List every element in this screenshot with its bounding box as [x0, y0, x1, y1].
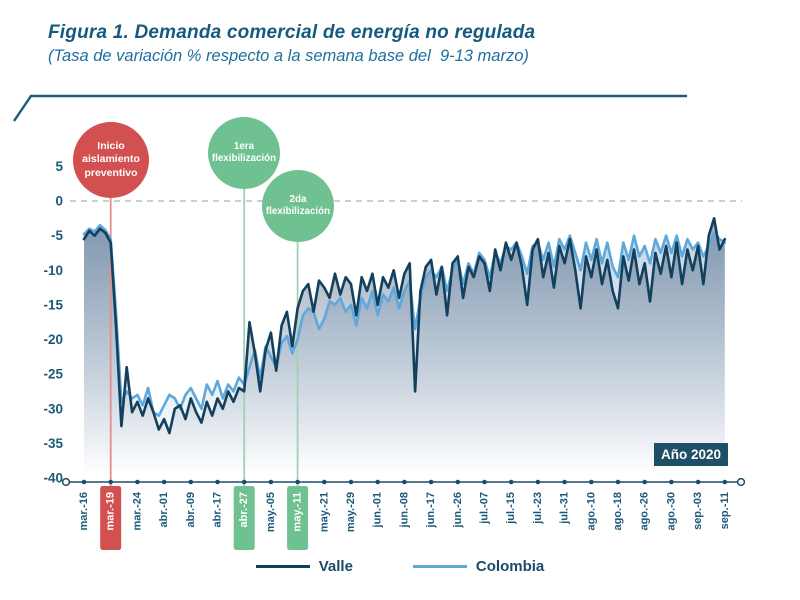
x-tick-highlight-green — [233, 486, 255, 550]
x-tick-label: abr.-09 — [185, 492, 197, 527]
x-tick-label: jul.-07 — [479, 492, 491, 525]
x-tick-dot — [722, 479, 728, 485]
y-tick-label: 0 — [55, 194, 63, 209]
x-tick-dot — [402, 479, 407, 485]
y-tick-label: -40 — [43, 471, 63, 486]
x-tick-label: mar.-19 — [105, 492, 117, 531]
title-block: Figura 1. Demanda comercial de energía n… — [48, 22, 535, 66]
x-tick-label: jun.-17 — [425, 492, 437, 528]
x-tick-dot — [241, 479, 247, 485]
x-tick-dot — [428, 479, 434, 485]
y-tick-label: -30 — [43, 401, 63, 416]
x-tick-label: abr.-27 — [238, 492, 250, 527]
x-tick-label: jul.-23 — [532, 492, 544, 525]
x-tick-label: sep.-03 — [692, 492, 704, 530]
figure-title: Figura 1. Demanda comercial de energía n… — [48, 22, 536, 43]
x-tick-dot — [161, 479, 167, 485]
x-tick-label: sep.-11 — [719, 492, 731, 529]
x-tick-label: ago.-10 — [585, 492, 597, 531]
x-tick-label: ago.-30 — [665, 492, 677, 531]
x-tick-dot — [215, 479, 220, 485]
x-tick-dot — [188, 479, 194, 485]
x-tick-dot — [375, 479, 381, 485]
x-tick-dot — [135, 479, 140, 485]
y-tick-label: -15 — [43, 297, 63, 312]
x-tick-dot — [589, 479, 594, 485]
x-tick-dot — [508, 479, 514, 485]
x-axis-left-end-circle — [61, 477, 71, 487]
year-badge: Año 2020 — [654, 443, 728, 466]
x-tick-label: may.-11 — [292, 492, 304, 532]
legend-label-valle: Valle — [318, 558, 353, 575]
x-tick-dot — [642, 479, 647, 485]
y-tick-label: -20 — [43, 332, 63, 347]
x-tick-label: jul.-15 — [505, 492, 517, 525]
x-tick-label: may.-29 — [345, 492, 357, 532]
y-tick-label: -25 — [43, 367, 63, 382]
decorative-corner-line — [13, 94, 687, 122]
colombia-line-swatch — [412, 565, 467, 568]
x-tick-dot — [268, 479, 274, 485]
x-tick-dot — [482, 479, 487, 485]
annotation-bubble-lockdown: Inicio aislamiento preventivo — [73, 122, 149, 198]
x-tick-label: mar.-16 — [78, 492, 90, 531]
y-tick-label: -10 — [43, 263, 63, 278]
legend-item-valle: Valle — [255, 558, 353, 575]
x-tick-dot — [348, 479, 354, 485]
x-tick-label: jul.-31 — [559, 492, 571, 525]
x-tick-dot — [455, 479, 461, 485]
x-tick-label: mar.-24 — [131, 491, 143, 530]
x-tick-label: jun.-01 — [372, 492, 384, 528]
legend-item-colombia: Colombia — [412, 558, 545, 575]
y-tick-label: -5 — [51, 228, 63, 243]
x-tick-dot — [295, 479, 300, 485]
x-tick-label: may.-05 — [265, 492, 277, 532]
x-tick-dot — [535, 479, 541, 485]
x-tick-label: ago.-18 — [612, 492, 624, 531]
annotation-bubble-second-flexibilization: 2da flexibilización — [262, 170, 334, 242]
x-tick-label: abr.-17 — [212, 492, 224, 527]
x-tick-dot — [322, 479, 327, 485]
x-tick-dot — [615, 479, 621, 485]
legend-label-colombia: Colombia — [475, 558, 545, 575]
x-tick-highlight-red — [100, 486, 122, 550]
valle-line — [82, 217, 727, 435]
x-tick-dot — [669, 479, 674, 485]
x-tick-dot — [108, 479, 113, 485]
x-tick-label: abr.-01 — [158, 492, 170, 527]
colombia-line — [82, 223, 727, 417]
x-tick-label: jun.-08 — [398, 492, 410, 528]
annotation-bubble-first-flexibilization: 1era flexibilización — [208, 117, 280, 189]
x-tick-label: jun.-26 — [452, 492, 464, 528]
y-tick-label: 5 — [55, 159, 63, 174]
x-tick-label: ago.-26 — [639, 492, 651, 531]
valle-line-swatch — [255, 565, 310, 568]
x-tick-dot — [695, 479, 701, 485]
y-tick-label: -35 — [43, 436, 63, 451]
x-tick-label: may.-21 — [318, 492, 330, 532]
x-tick-dot — [81, 479, 87, 485]
chart-legend: Valle Colombia — [0, 558, 800, 575]
x-axis-right-end-circle — [736, 477, 746, 487]
figure-subtitle: (Tasa de variación % respecto a la seman… — [48, 47, 529, 65]
x-tick-highlight-green — [287, 486, 309, 550]
x-tick-dot — [562, 479, 567, 485]
